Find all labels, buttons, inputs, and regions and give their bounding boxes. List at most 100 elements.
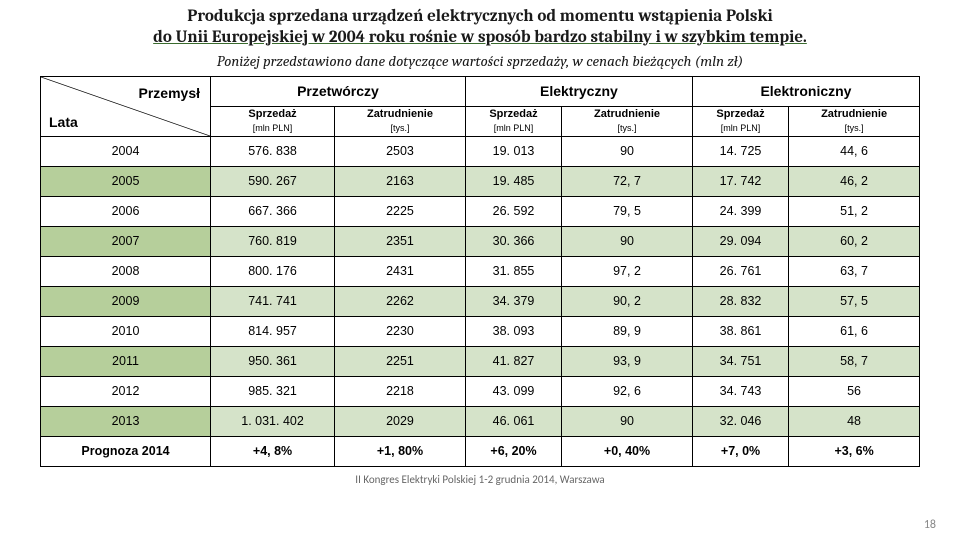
- data-cell: 90, 2: [562, 286, 693, 316]
- data-cell: 48: [789, 406, 920, 436]
- data-cell: 2163: [335, 166, 466, 196]
- forecast-row: Prognoza 2014+4, 8%+1, 80%+6, 20%+0, 40%…: [41, 436, 920, 466]
- data-cell: 38. 093: [465, 316, 561, 346]
- data-cell: 38. 861: [692, 316, 788, 346]
- year-cell: 2012: [41, 376, 211, 406]
- data-cell: 34. 379: [465, 286, 561, 316]
- unit-emp: [tys.]: [562, 122, 693, 136]
- year-cell: 2008: [41, 256, 211, 286]
- data-cell: 2218: [335, 376, 466, 406]
- data-cell: 1. 031. 402: [211, 406, 335, 436]
- data-cell: 57, 5: [789, 286, 920, 316]
- data-cell: 2351: [335, 226, 466, 256]
- subtitle: Poniżej przedstawiono dane dotyczące war…: [0, 49, 960, 76]
- data-cell: 26. 592: [465, 196, 561, 226]
- data-cell: 31. 855: [465, 256, 561, 286]
- data-cell: 92, 6: [562, 376, 693, 406]
- data-cell: 760. 819: [211, 226, 335, 256]
- col-emp: Zatrudnienie: [789, 106, 920, 122]
- footer-text: II Kongres Elektryki Polskiej 1-2 grudni…: [0, 473, 960, 486]
- data-cell: 741. 741: [211, 286, 335, 316]
- data-cell: 97, 2: [562, 256, 693, 286]
- data-cell: 79, 5: [562, 196, 693, 226]
- data-cell: 30. 366: [465, 226, 561, 256]
- data-cell: 89, 9: [562, 316, 693, 346]
- year-cell: 2006: [41, 196, 211, 226]
- page-number: 18: [924, 518, 936, 532]
- data-cell: 90: [562, 406, 693, 436]
- col-sales: Sprzedaż: [465, 106, 561, 122]
- data-cell: 46, 2: [789, 166, 920, 196]
- year-cell: 2007: [41, 226, 211, 256]
- data-cell: 51, 2: [789, 196, 920, 226]
- data-cell: 14. 725: [692, 136, 788, 166]
- data-cell: 34. 743: [692, 376, 788, 406]
- data-cell: 2262: [335, 286, 466, 316]
- data-cell: 2431: [335, 256, 466, 286]
- data-cell: 26. 761: [692, 256, 788, 286]
- table-row: 2009741. 741226234. 37990, 228. 83257, 5: [41, 286, 920, 316]
- unit-sales: [mln PLN]: [692, 122, 788, 136]
- unit-sales: [mln PLN]: [211, 122, 335, 136]
- table-row: 2012985. 321221843. 09992, 634. 74356: [41, 376, 920, 406]
- data-cell: 667. 366: [211, 196, 335, 226]
- table-row: 20131. 031. 402202946. 0619032. 04648: [41, 406, 920, 436]
- year-cell: 2005: [41, 166, 211, 196]
- forecast-cell: +1, 80%: [335, 436, 466, 466]
- data-cell: 2029: [335, 406, 466, 436]
- forecast-cell: +0, 40%: [562, 436, 693, 466]
- data-cell: 41. 827: [465, 346, 561, 376]
- table-row: 2004576. 838250319. 0139014. 72544, 6: [41, 136, 920, 166]
- data-cell: 985. 321: [211, 376, 335, 406]
- data-cell: 19. 013: [465, 136, 561, 166]
- data-table: Przemysł Lata Przetwórczy Elektryczny El…: [40, 76, 920, 467]
- data-cell: 576. 838: [211, 136, 335, 166]
- data-cell: 93, 9: [562, 346, 693, 376]
- title-line-2: do Unii Europejskiej w 2004 roku rośnie …: [153, 28, 807, 47]
- group-header: Elektroniczny: [692, 76, 919, 106]
- forecast-cell: +6, 20%: [465, 436, 561, 466]
- unit-emp: [tys.]: [789, 122, 920, 136]
- data-cell: 800. 176: [211, 256, 335, 286]
- data-cell: 2251: [335, 346, 466, 376]
- year-cell: 2011: [41, 346, 211, 376]
- unit-sales: [mln PLN]: [465, 122, 561, 136]
- data-cell: 90: [562, 136, 693, 166]
- col-emp: Zatrudnienie: [335, 106, 466, 122]
- data-cell: 590. 267: [211, 166, 335, 196]
- year-cell: 2009: [41, 286, 211, 316]
- data-cell: 28. 832: [692, 286, 788, 316]
- data-cell: 60, 2: [789, 226, 920, 256]
- data-cell: 814. 957: [211, 316, 335, 346]
- data-cell: 17. 742: [692, 166, 788, 196]
- table-row: 2005590. 267216319. 48572, 717. 74246, 2: [41, 166, 920, 196]
- diag-bot-label: Lata: [49, 114, 78, 130]
- data-cell: 43. 099: [465, 376, 561, 406]
- data-cell: 950. 361: [211, 346, 335, 376]
- group-header: Elektryczny: [465, 76, 692, 106]
- data-cell: 19. 485: [465, 166, 561, 196]
- diag-top-label: Przemysł: [139, 85, 200, 101]
- col-sales: Sprzedaż: [692, 106, 788, 122]
- year-cell: 2010: [41, 316, 211, 346]
- data-cell: 24. 399: [692, 196, 788, 226]
- year-cell: 2013: [41, 406, 211, 436]
- data-cell: 63, 7: [789, 256, 920, 286]
- table-row: 2008800. 176243131. 85597, 226. 76163, 7: [41, 256, 920, 286]
- page-title: Produkcja sprzedana urządzeń elektryczny…: [0, 0, 960, 49]
- data-cell: 56: [789, 376, 920, 406]
- unit-emp: [tys.]: [335, 122, 466, 136]
- table-row: 2007760. 819235130. 3669029. 09460, 2: [41, 226, 920, 256]
- data-cell: 44, 6: [789, 136, 920, 166]
- table-row: 2011950. 361225141. 82793, 934. 75158, 7: [41, 346, 920, 376]
- data-cell: 46. 061: [465, 406, 561, 436]
- forecast-label: Prognoza 2014: [41, 436, 211, 466]
- data-cell: 90: [562, 226, 693, 256]
- data-cell: 32. 046: [692, 406, 788, 436]
- forecast-cell: +7, 0%: [692, 436, 788, 466]
- table-row: 2006667. 366222526. 59279, 524. 39951, 2: [41, 196, 920, 226]
- col-emp: Zatrudnienie: [562, 106, 693, 122]
- data-cell: 2503: [335, 136, 466, 166]
- data-cell: 72, 7: [562, 166, 693, 196]
- table-row: 2010814. 957223038. 09389, 938. 86161, 6: [41, 316, 920, 346]
